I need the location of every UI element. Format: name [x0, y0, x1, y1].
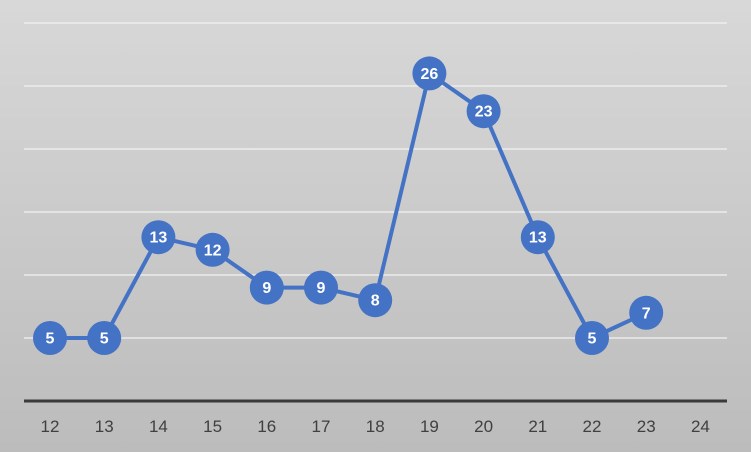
data-point — [466, 94, 501, 129]
gridlines — [24, 22, 727, 339]
series-group: 5 5 13 12 9 9 8 26 23 13 5 7 — [33, 56, 664, 355]
x-tick-label: 20 — [474, 417, 493, 436]
x-tick-label: 18 — [366, 417, 385, 436]
data-point — [304, 270, 338, 305]
data-point — [520, 220, 555, 255]
data-label: 8 — [371, 293, 380, 310]
data-label: 13 — [150, 230, 168, 247]
data-label: 5 — [46, 331, 55, 348]
data-label: 12 — [204, 242, 222, 259]
data-point — [87, 321, 122, 355]
x-tick-label: 23 — [637, 417, 656, 436]
data-point — [358, 283, 393, 318]
x-tick-label: 19 — [420, 417, 439, 436]
x-tick-label: 14 — [149, 417, 168, 436]
data-label: 5 — [100, 331, 109, 348]
series: 5 5 13 12 9 9 8 26 23 13 5 7 — [33, 56, 664, 355]
series-line — [48, 71, 649, 340]
x-tick-label: 22 — [583, 417, 602, 436]
data-point — [195, 232, 230, 267]
data-label: 23 — [475, 104, 493, 121]
data-point — [141, 220, 176, 255]
data-label: 9 — [262, 280, 271, 297]
data-label: 9 — [317, 280, 326, 297]
x-tick-label: 12 — [41, 417, 60, 436]
x-axis-ticks: 12 13 14 15 16 17 18 19 20 21 22 23 24 — [41, 417, 710, 436]
data-point — [629, 295, 664, 330]
data-label: 13 — [529, 230, 547, 247]
data-label: 26 — [421, 66, 439, 83]
data-label: 7 — [642, 305, 651, 322]
x-tick-label: 21 — [528, 417, 547, 436]
x-tick-label: 24 — [691, 417, 710, 436]
data-point — [33, 321, 67, 355]
x-tick-label: 17 — [312, 417, 331, 436]
data-point — [249, 270, 284, 305]
x-tick-label: 15 — [203, 417, 222, 436]
data-label: 5 — [588, 331, 597, 348]
x-tick-label: 16 — [257, 417, 276, 436]
data-point — [412, 56, 447, 91]
data-point — [575, 321, 609, 355]
x-tick-label: 13 — [95, 417, 114, 436]
